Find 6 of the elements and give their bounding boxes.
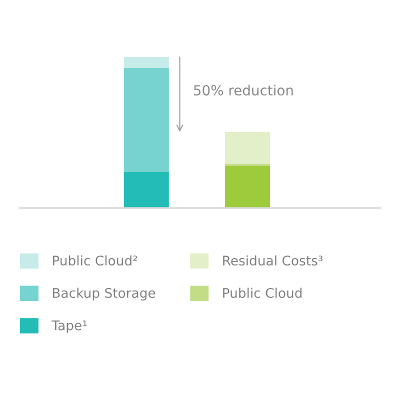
legend-label: Tape¹ [52,320,87,333]
legend-label: Public Cloud [223,288,302,298]
legend-label: Residual Costs³ [223,255,323,266]
legend-label: Backup Storage [52,288,156,301]
legend-label: Public Cloud² [52,255,138,266]
annotation: 50% reduction [194,84,293,96]
